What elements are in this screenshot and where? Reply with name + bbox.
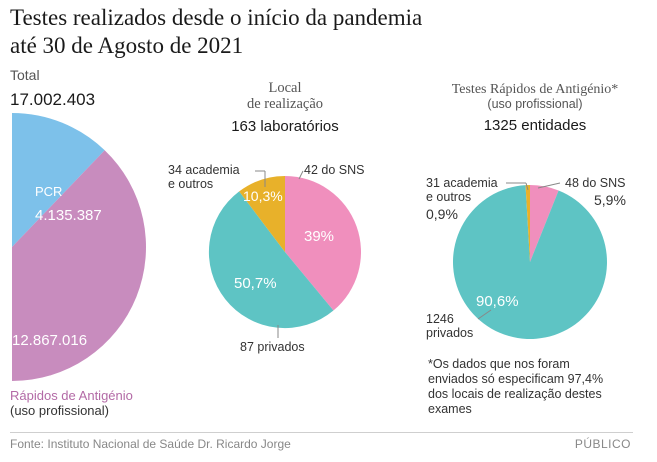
- pie-local-academia-pct: 10,3%: [243, 188, 283, 204]
- pie-local-sns-pct: 39%: [304, 228, 334, 245]
- pie-local-subtitle: 163 laboratórios: [231, 118, 339, 135]
- rapid-legend: Rápidos de Antigénio (uso profissional): [10, 388, 133, 418]
- pie-local-sns-label: 42 do SNS: [304, 163, 365, 177]
- footnote-line-1: *Os dados que nos foram: [428, 357, 570, 371]
- brand-logo: PÚBLICO: [574, 437, 631, 451]
- pie-local-slice-academia: [239, 176, 285, 252]
- pie-total-slice-rapid: [12, 150, 146, 381]
- pie-rapid-slice-privados: [452, 185, 607, 340]
- chart-title-line-2: até 30 de Agosto de 2021: [10, 33, 244, 58]
- footnote: *Os dados que nos foram enviados só espe…: [428, 357, 643, 417]
- rapid-legend-line-2: (uso profissional): [10, 403, 109, 418]
- pie-rapid-academia-label-line-1: 31 academia: [426, 176, 498, 190]
- pie-local-leader-sns: [298, 170, 304, 180]
- pie-local-slice-sns: [285, 176, 361, 311]
- pie-local-privados-label: 87 privados: [240, 340, 305, 354]
- pie-total-pcr-name: PCR: [35, 184, 62, 199]
- source-text: Fonte: Instituto Nacional de Saúde Dr. R…: [10, 437, 291, 451]
- pie-rapid-leader-privados: [477, 309, 492, 320]
- pie-rapid-academia-pct: 0,9%: [426, 206, 458, 222]
- pie-rapid-academia-label-line-2: e outros: [426, 190, 472, 204]
- pie-rapid-title: Testes Rápidos de Antigénio*: [451, 82, 619, 97]
- footer-divider: [10, 432, 633, 433]
- pie-rapid-slice-academia: [525, 185, 530, 262]
- pie-total: PCR 4.135.387 12.867.016: [12, 113, 146, 381]
- footnote-line-3: dos locais de realização destes: [428, 387, 602, 401]
- pie-rapid-privados-label: 1246 privados: [426, 312, 473, 340]
- chart-title: Testes realizados desde o início da pand…: [10, 4, 570, 60]
- pie-local-academia-label-line-1: 34 academia: [168, 163, 240, 177]
- pie-total-pcr-value: 4.135.387: [35, 207, 102, 224]
- pie-total-rapid-value: 12.867.016: [12, 332, 87, 349]
- pie-local-title-line-2: de realização: [246, 96, 324, 112]
- pie-rapid-leader-academia-v: [525, 182, 529, 191]
- pie-rapid-slice-sns: [530, 185, 559, 262]
- pie-local: 39% 50,7% 10,3%: [208, 170, 361, 338]
- pie-rapid-privados-label-line-2: privados: [426, 326, 474, 340]
- pie-rapid-sns-pct: 5,9%: [594, 192, 626, 208]
- pie-local-slice-privados: [208, 191, 334, 329]
- pie-local-title-line-1: Local: [268, 80, 302, 96]
- pie-total-slice-pcr: [12, 113, 105, 247]
- footnote-line-4: exames: [428, 402, 472, 416]
- footnote-line-2: enviados só especificam 97,4%: [428, 372, 604, 386]
- pie-rapid-privados-pct: 90,6%: [476, 293, 519, 310]
- pie-local-academia-label: 34 academia e outros: [168, 163, 240, 191]
- rapid-legend-line-1: Rápidos de Antigénio: [10, 388, 133, 403]
- pie-rapid: 90,6%: [452, 182, 607, 340]
- total-value: 17.002.403: [10, 90, 96, 109]
- pie-local-title: Local de realização: [190, 80, 380, 112]
- pie-rapid-leader-sns: [537, 182, 561, 189]
- pie-local-academia-label-line-2: e outros: [168, 177, 214, 191]
- total-label: Total: [10, 67, 40, 83]
- pie-rapid-academia-label: 31 academia e outros: [426, 176, 498, 204]
- pie-rapid-sns-label: 48 do SNS: [565, 176, 626, 190]
- pie-rapid-count: 1325 entidades: [483, 117, 587, 134]
- pie-rapid-subtitle: (uso profissional): [487, 97, 583, 111]
- chart-title-line-1: Testes realizados desde o início da pand…: [10, 5, 423, 30]
- pie-rapid-privados-label-line-1: 1246: [426, 312, 454, 326]
- pie-local-privados-pct: 50,7%: [234, 275, 277, 292]
